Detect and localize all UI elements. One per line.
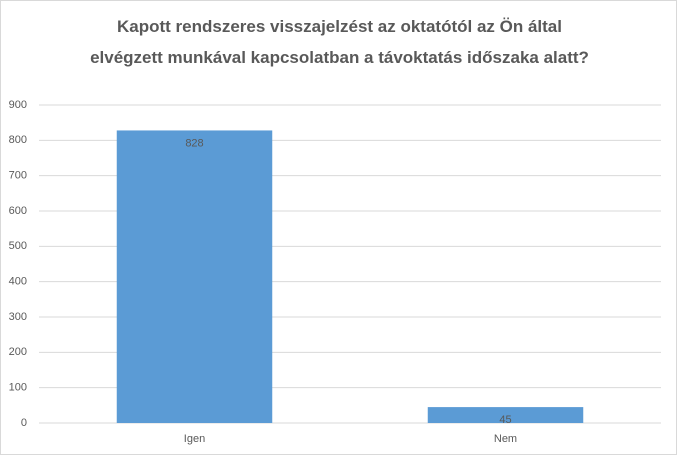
bar: [427, 407, 584, 423]
y-tick-label: 600: [9, 205, 27, 217]
y-tick-label: 100: [9, 382, 27, 394]
y-tick-label: 400: [9, 276, 27, 288]
y-tick-label: 0: [21, 417, 27, 429]
bar: [116, 130, 273, 423]
y-tick-label: 500: [9, 240, 27, 252]
y-tick-label: 200: [9, 346, 27, 358]
x-tick-label: Igen: [184, 433, 205, 445]
y-tick-label: 700: [9, 170, 27, 182]
chart-title: Kapott rendszeres visszajelzést az oktat…: [90, 17, 589, 67]
data-label: 45: [499, 414, 511, 426]
y-tick-label: 900: [9, 99, 27, 111]
x-tick-label: Nem: [494, 433, 517, 445]
y-tick-label: 800: [9, 134, 27, 146]
y-tick-label: 300: [9, 311, 27, 323]
data-label: 828: [185, 137, 203, 149]
